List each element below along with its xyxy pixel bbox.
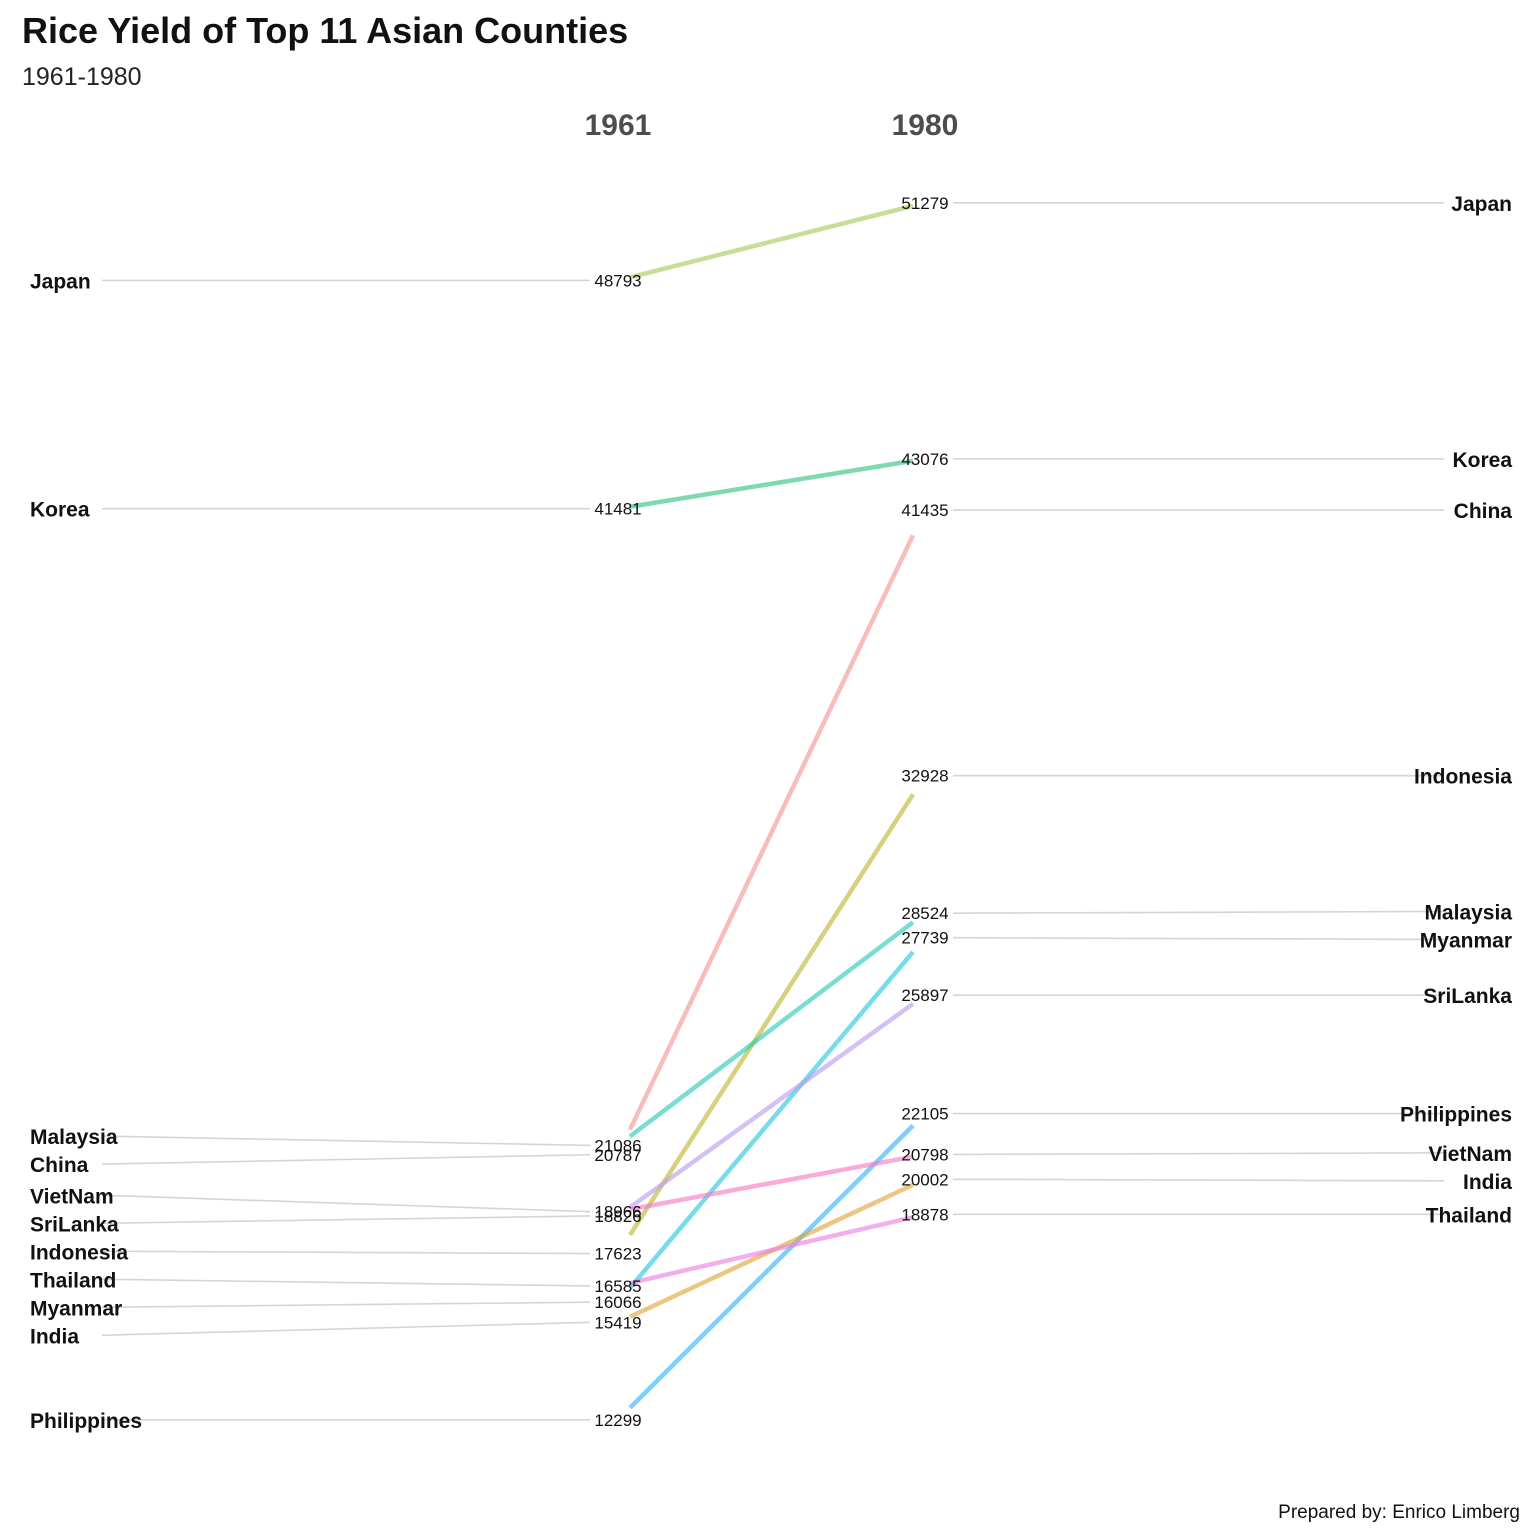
chart-caption: Prepared by: Enrico Limberg xyxy=(1278,1502,1520,1523)
guide-line-left-vietnam xyxy=(101,1194,591,1213)
value-label-1980-srilanka: 25897 xyxy=(901,986,948,1005)
country-label-right-korea: Korea xyxy=(1452,449,1512,472)
country-label-right-philippines: Philippines xyxy=(1400,1104,1512,1127)
country-label-left-vietnam: VietNam xyxy=(30,1185,114,1208)
guide-line-right-malaysia xyxy=(952,910,1445,915)
country-label-left-malaysia: Malaysia xyxy=(30,1126,118,1149)
value-label-1980-thailand: 18878 xyxy=(901,1205,948,1224)
country-label-right-japan: Japan xyxy=(1451,193,1512,216)
country-label-left-korea: Korea xyxy=(30,499,90,522)
country-label-right-malaysia: Malaysia xyxy=(1424,901,1512,924)
guide-line-left-indonesia xyxy=(101,1250,591,1255)
guide-line-right-myanmar xyxy=(952,936,1445,941)
value-label-1961-malaysia: 21086 xyxy=(594,1136,641,1155)
value-label-1961-vietnam: 18966 xyxy=(594,1203,641,1222)
country-label-right-china: China xyxy=(1454,500,1513,523)
guide-line-left-india xyxy=(101,1321,591,1337)
value-label-1961-philippines: 12299 xyxy=(594,1411,641,1430)
value-label-1961-myanmar: 16066 xyxy=(594,1293,641,1312)
country-label-left-india: India xyxy=(30,1325,79,1348)
chart-subtitle: 1961-1980 xyxy=(22,63,142,91)
value-label-1980-vietnam: 20798 xyxy=(901,1145,948,1164)
value-label-1961-korea: 41481 xyxy=(594,500,641,519)
value-label-1980-india: 20002 xyxy=(901,1170,948,1189)
country-label-left-japan: Japan xyxy=(30,270,91,293)
value-label-1980-myanmar: 27739 xyxy=(901,929,948,948)
country-labels: Japan Korea China Indonesia Malaysia Myanmar S… xyxy=(30,193,1512,1433)
country-label-right-srilanka: SriLanka xyxy=(1423,985,1512,1008)
country-label-right-indonesia: Indonesia xyxy=(1414,766,1512,789)
value-label-1961-indonesia: 17623 xyxy=(594,1245,641,1264)
series-line-china xyxy=(627,534,916,1131)
guide-line-left-malaysia xyxy=(101,1135,591,1147)
country-label-left-indonesia: Indonesia xyxy=(30,1241,128,1264)
country-label-right-india: India xyxy=(1463,1171,1512,1194)
chart-title: Rice Yield of Top 11 Asian Counties xyxy=(22,10,628,51)
country-label-left-thailand: Thailand xyxy=(30,1269,116,1292)
series-line-philippines xyxy=(628,1123,915,1410)
country-label-left-philippines: Philippines xyxy=(30,1410,142,1433)
guide-line-left-thailand xyxy=(101,1278,591,1287)
value-label-1980-indonesia: 32928 xyxy=(901,767,948,786)
guide-line-right-vietnam xyxy=(952,1152,1445,1156)
series-line-japan xyxy=(629,203,914,280)
series-line-indonesia xyxy=(628,793,915,1237)
guide-line-right-india xyxy=(952,1178,1445,1182)
value-label-1980-japan: 51279 xyxy=(901,194,948,213)
value-label-1961-india: 15419 xyxy=(594,1313,641,1332)
value-label-1980-korea: 43076 xyxy=(901,450,948,469)
guide-lines xyxy=(101,201,1445,1421)
guide-line-left-srilanka xyxy=(101,1215,591,1225)
value-label-1980-china: 41435 xyxy=(901,501,948,520)
value-labels: 48793 51279 41481 43076 20787 41435 17623 32928… xyxy=(594,194,948,1430)
series-line-malaysia xyxy=(628,920,915,1139)
country-label-right-vietnam: VietNam xyxy=(1428,1143,1512,1166)
value-label-1961-thailand: 16585 xyxy=(594,1277,641,1296)
series-line-srilanka xyxy=(628,1002,915,1210)
value-label-1980-malaysia: 28524 xyxy=(901,904,948,923)
country-label-left-china: China xyxy=(30,1154,89,1177)
guide-line-left-myanmar xyxy=(101,1301,591,1309)
country-label-right-thailand: Thailand xyxy=(1426,1204,1512,1227)
country-label-right-myanmar: Myanmar xyxy=(1420,929,1512,952)
value-label-1961-japan: 48793 xyxy=(594,271,641,290)
series-line-korea xyxy=(629,458,914,509)
year-header-end: 1980 xyxy=(892,109,959,142)
slope-lines xyxy=(627,203,916,1410)
series-line-thailand xyxy=(629,1214,914,1286)
country-label-left-myanmar: Myanmar xyxy=(30,1297,122,1320)
year-header-start: 1961 xyxy=(585,109,652,142)
value-label-1961-china: 20787 xyxy=(594,1146,641,1165)
value-label-1980-philippines: 22105 xyxy=(901,1105,948,1124)
series-line-myanmar xyxy=(628,950,915,1290)
country-label-left-srilanka: SriLanka xyxy=(30,1213,119,1236)
value-label-1961-srilanka: 18826 xyxy=(594,1207,641,1226)
guide-line-left-china xyxy=(101,1153,591,1165)
series-line-vietnam xyxy=(629,1154,914,1212)
